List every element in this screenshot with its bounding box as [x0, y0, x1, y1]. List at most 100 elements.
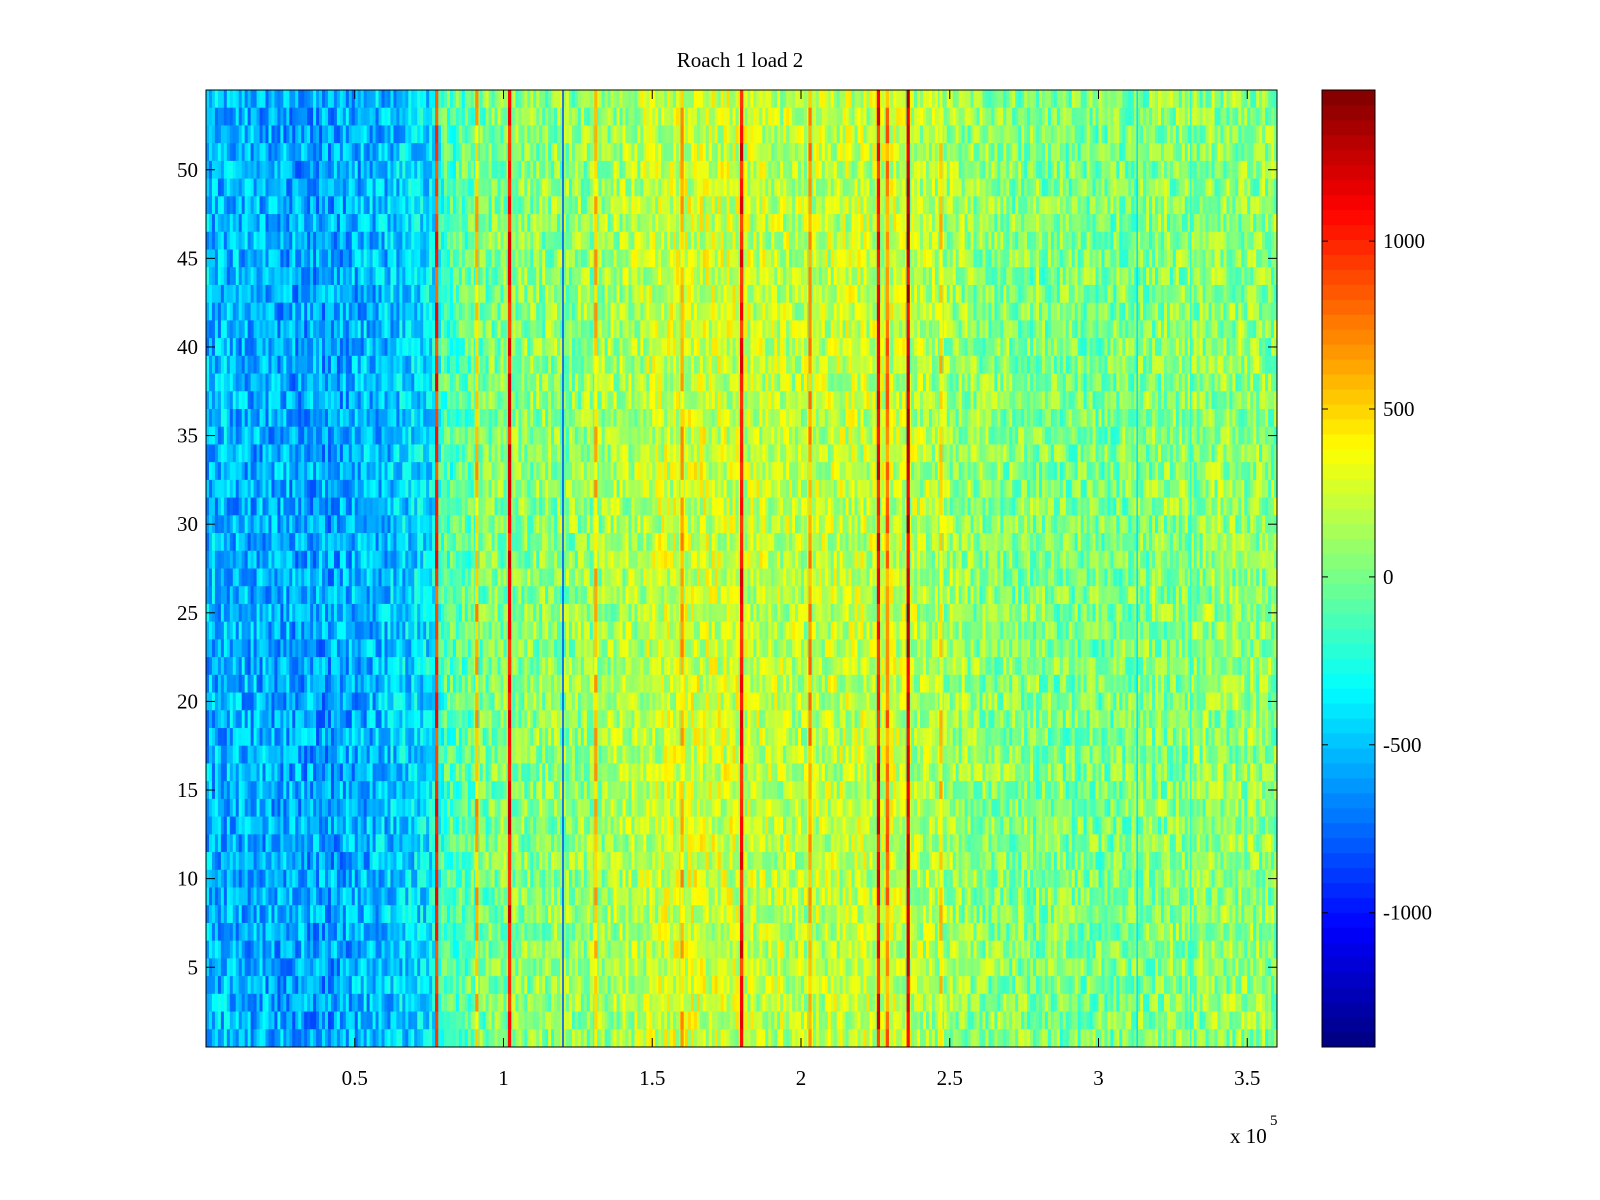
heatmap-cell — [789, 143, 793, 162]
heatmap-cell — [1059, 249, 1064, 268]
heatmap-cell — [1065, 160, 1070, 180]
heatmap-cell — [247, 196, 252, 215]
heatmap-cell — [997, 143, 1001, 162]
heatmap-cell — [982, 231, 987, 251]
heatmap-cell — [589, 284, 594, 304]
heatmap-cell — [563, 160, 567, 180]
heatmap-cell — [577, 267, 582, 286]
heatmap-cell — [786, 107, 790, 127]
heatmap-cell — [908, 196, 912, 215]
heatmap-cell — [798, 107, 802, 127]
heatmap-cell — [821, 196, 826, 215]
heatmap-cell — [821, 231, 826, 251]
heatmap-cell — [1169, 231, 1174, 251]
heatmap-cell — [815, 90, 820, 109]
heatmap-cell — [482, 178, 487, 197]
heatmap-cell — [1041, 125, 1046, 144]
heatmap-cell — [988, 249, 992, 268]
heatmap-cell — [1184, 107, 1189, 127]
heatmap-cell — [226, 231, 231, 251]
heatmap-cell — [717, 178, 722, 197]
heatmap-cell — [286, 267, 290, 286]
heatmap-cell — [1241, 160, 1245, 180]
heatmap-cell — [1104, 231, 1109, 251]
heatmap-cell — [1253, 160, 1257, 180]
heatmap-cell — [979, 267, 984, 286]
heatmap-cell — [1163, 214, 1168, 233]
heatmap-cell — [682, 267, 686, 286]
heatmap-cell — [1143, 196, 1147, 215]
heatmap-cell — [613, 178, 618, 197]
heatmap-cell — [1131, 125, 1135, 144]
heatmap-cell — [982, 125, 987, 144]
heatmap-cell — [327, 302, 332, 321]
heatmap-cell — [405, 107, 409, 127]
heatmap-cell — [1095, 160, 1100, 180]
heatmap-cell — [1187, 160, 1192, 180]
heatmap-cell — [958, 214, 963, 233]
heatmap-cell — [509, 160, 514, 180]
heatmap-cell — [726, 160, 731, 180]
heatmap-cell — [1068, 143, 1073, 162]
heatmap-cell — [655, 107, 659, 127]
heatmap-cell — [452, 143, 457, 162]
heatmap-cell — [934, 178, 939, 197]
heatmap-cell — [399, 178, 403, 197]
heatmap-cell — [539, 302, 543, 321]
heatmap-cell — [1110, 90, 1114, 109]
heatmap-cell — [684, 178, 689, 197]
heatmap-cell — [1256, 160, 1260, 180]
heatmap-cell — [997, 284, 1001, 304]
heatmap-cell — [399, 302, 403, 321]
heatmap-cell — [878, 160, 882, 180]
heatmap-cell — [536, 249, 540, 268]
heatmap-cell — [1193, 284, 1198, 304]
heatmap-cell — [208, 302, 213, 321]
heatmap-cell — [1220, 178, 1225, 197]
heatmap-cell — [583, 107, 588, 127]
heatmap-cell — [1217, 90, 1222, 109]
heatmap-cell — [429, 284, 433, 304]
heatmap-cell — [759, 125, 763, 144]
heatmap-cell — [1247, 267, 1251, 286]
heatmap-cell — [652, 284, 656, 304]
heatmap-cell — [503, 143, 508, 162]
heatmap-cell — [619, 107, 624, 127]
heatmap-cell — [1274, 107, 1277, 127]
heatmap-cell — [771, 267, 775, 286]
heatmap-cell — [396, 178, 400, 197]
heatmap-cell — [994, 107, 998, 127]
heatmap-cell — [1012, 196, 1016, 215]
heatmap-cell — [958, 143, 963, 162]
heatmap-cell — [1000, 125, 1004, 144]
heatmap-cell — [384, 125, 389, 144]
heatmap-cell — [1143, 143, 1147, 162]
heatmap-cell — [830, 249, 835, 268]
heatmap-cell — [384, 160, 389, 180]
heatmap-cell — [220, 143, 225, 162]
heatmap-cell — [1217, 267, 1222, 286]
heatmap-cell — [857, 178, 862, 197]
heatmap-cell — [214, 160, 219, 180]
heatmap-cell — [568, 125, 573, 144]
heatmap-cell — [985, 178, 990, 197]
heatmap-cell — [744, 249, 749, 268]
heatmap-cell — [1027, 125, 1031, 144]
heatmap-cell — [369, 90, 374, 109]
heatmap-cell — [560, 284, 564, 304]
heatmap-cell — [354, 249, 359, 268]
heatmap-cell — [914, 214, 918, 233]
heatmap-cell — [723, 178, 728, 197]
heatmap-cell — [497, 125, 502, 144]
heatmap-cell — [625, 284, 630, 304]
heatmap-cell — [208, 214, 213, 233]
heatmap-cell — [985, 231, 990, 251]
heatmap-cell — [533, 90, 537, 109]
heatmap-cell — [441, 143, 445, 162]
heatmap-cell — [687, 196, 692, 215]
heatmap-cell — [583, 125, 588, 144]
heatmap-cell — [548, 231, 552, 251]
heatmap-cell — [568, 231, 573, 251]
heatmap-cell — [351, 143, 356, 162]
heatmap-cell — [723, 143, 728, 162]
